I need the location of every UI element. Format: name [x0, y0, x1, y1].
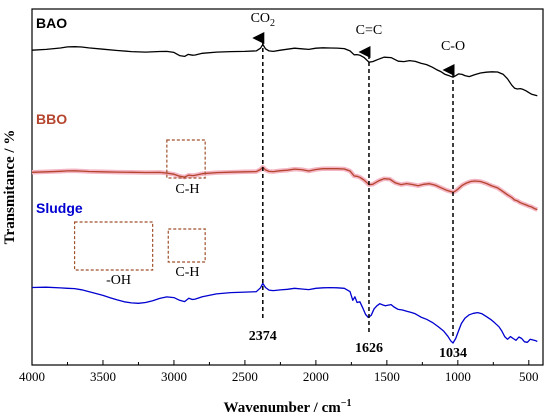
marker-label-1034: C-O — [441, 39, 465, 54]
marker-value-2374: 2374 — [249, 329, 277, 344]
x-tick-label: 1500 — [374, 369, 400, 384]
series-layer: BAO BBO Sludge — [31, 15, 539, 344]
x-tick-label: 2000 — [303, 369, 329, 384]
annotation-label-0: C-H — [175, 182, 199, 197]
series-label-sludge: Sludge — [36, 200, 83, 216]
annotation-label-2: C-H — [175, 265, 199, 280]
marker-layer: CO2 2374 C=C 1626 C-O 1034 — [249, 11, 467, 361]
marker-label-2374: CO2 — [251, 11, 275, 29]
annotation-box-0 — [166, 139, 206, 179]
y-axis-title: Transmitance / % — [2, 130, 18, 245]
x-tick-label: 4000 — [19, 369, 45, 384]
annotation-label-1: -OH — [106, 273, 131, 288]
marker-label-1626: C=C — [356, 23, 383, 38]
marker-label-subscript: 2 — [270, 18, 275, 29]
x-axis-title-superscript: −1 — [341, 398, 352, 409]
series-halo-bbo — [31, 164, 539, 212]
series-label-bao: BAO — [36, 15, 67, 31]
x-axis-ticks: 4000 3500 3000 2500 2000 1500 1000 500 — [19, 360, 539, 384]
series-line-bao — [31, 43, 538, 97]
plot-frame — [31, 8, 544, 366]
x-tick-label: 2500 — [232, 369, 258, 384]
x-tick-label: 3000 — [161, 369, 187, 384]
annotation-layer: C-H -OH C-H — [73, 139, 206, 288]
annotation-box-1 — [73, 221, 154, 271]
series-line-bbo — [31, 166, 538, 211]
x-tick-label: 3500 — [90, 369, 116, 384]
series-label-bbo: BBO — [36, 111, 67, 127]
x-tick-label: 500 — [519, 369, 539, 384]
x-tick-label: 1000 — [445, 369, 471, 384]
annotation-box-2 — [167, 228, 206, 263]
x-axis-title: Wavenumber / cm−1 — [224, 398, 352, 416]
marker-value-1626: 1626 — [355, 341, 383, 356]
marker-value-1034: 1034 — [439, 346, 467, 361]
series-line-sludge — [31, 282, 538, 344]
